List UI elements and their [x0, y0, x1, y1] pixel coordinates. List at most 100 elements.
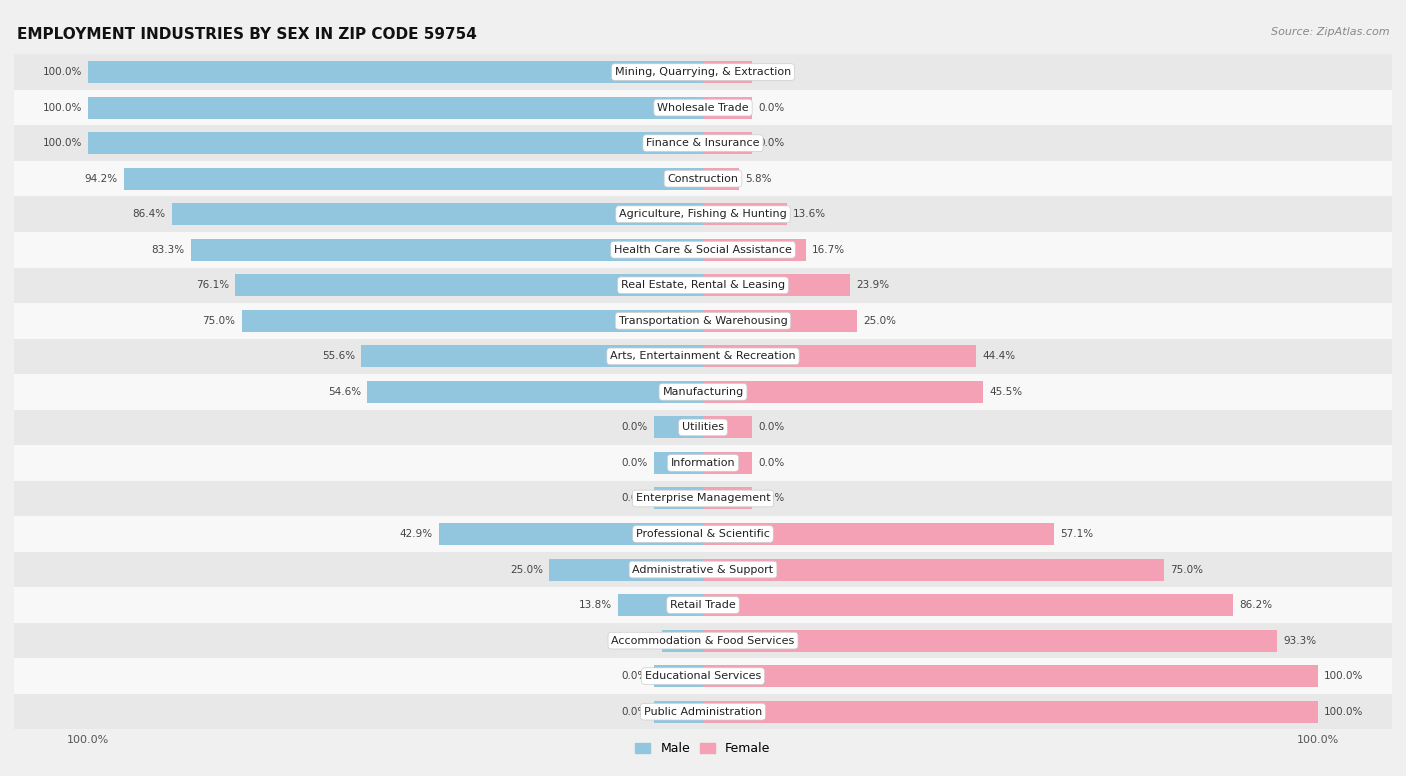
Bar [191, 239, 703, 261]
Text: Mining, Quarrying, & Extraction: Mining, Quarrying, & Extraction [614, 67, 792, 77]
Text: 5.8%: 5.8% [745, 174, 772, 184]
Text: Construction: Construction [668, 174, 738, 184]
Bar [14, 374, 1392, 410]
Legend: Male, Female: Male, Female [630, 737, 776, 760]
Text: Retail Trade: Retail Trade [671, 600, 735, 610]
Text: 100.0%: 100.0% [42, 138, 82, 148]
Text: 25.0%: 25.0% [863, 316, 896, 326]
Text: 76.1%: 76.1% [195, 280, 229, 290]
Text: Source: ZipAtlas.com: Source: ZipAtlas.com [1271, 27, 1389, 37]
Text: Transportation & Warehousing: Transportation & Warehousing [619, 316, 787, 326]
Text: 94.2%: 94.2% [84, 174, 117, 184]
Bar [703, 310, 856, 332]
Text: 93.3%: 93.3% [1284, 636, 1316, 646]
Bar [654, 665, 703, 688]
Text: 42.9%: 42.9% [399, 529, 433, 539]
Bar [14, 623, 1392, 658]
Bar [703, 452, 752, 474]
Text: 75.0%: 75.0% [202, 316, 236, 326]
Bar [14, 232, 1392, 268]
Text: 13.6%: 13.6% [793, 210, 825, 219]
Text: 57.1%: 57.1% [1060, 529, 1094, 539]
Bar [703, 665, 1319, 688]
Text: Utilities: Utilities [682, 422, 724, 432]
Text: 0.0%: 0.0% [758, 422, 785, 432]
Text: Information: Information [671, 458, 735, 468]
Bar [703, 523, 1054, 545]
Bar [703, 559, 1164, 580]
Text: 16.7%: 16.7% [811, 244, 845, 255]
Bar [14, 516, 1392, 552]
Bar [14, 552, 1392, 587]
Text: 86.4%: 86.4% [132, 210, 166, 219]
Text: 44.4%: 44.4% [983, 352, 1015, 362]
Bar [703, 417, 752, 438]
Bar [14, 338, 1392, 374]
Text: 6.7%: 6.7% [628, 636, 655, 646]
Bar [361, 345, 703, 367]
Text: Health Care & Social Assistance: Health Care & Social Assistance [614, 244, 792, 255]
Bar [703, 487, 752, 510]
Bar [703, 132, 752, 154]
Text: 0.0%: 0.0% [758, 67, 785, 77]
Bar [703, 701, 1319, 722]
Bar [14, 161, 1392, 196]
Text: Educational Services: Educational Services [645, 671, 761, 681]
Bar [703, 203, 787, 225]
Bar [14, 445, 1392, 480]
Text: Enterprise Management: Enterprise Management [636, 494, 770, 504]
Bar [14, 268, 1392, 303]
Bar [703, 239, 806, 261]
Bar [703, 274, 851, 296]
Bar [14, 410, 1392, 445]
Text: 86.2%: 86.2% [1240, 600, 1272, 610]
Bar [619, 594, 703, 616]
Text: 25.0%: 25.0% [510, 565, 543, 574]
Bar [14, 658, 1392, 694]
Bar [703, 629, 1277, 652]
Text: 100.0%: 100.0% [42, 67, 82, 77]
Text: 0.0%: 0.0% [758, 102, 785, 113]
Text: Professional & Scientific: Professional & Scientific [636, 529, 770, 539]
Text: Finance & Insurance: Finance & Insurance [647, 138, 759, 148]
Text: 0.0%: 0.0% [621, 707, 648, 717]
Text: 0.0%: 0.0% [758, 138, 785, 148]
Bar [235, 274, 703, 296]
Text: 55.6%: 55.6% [322, 352, 354, 362]
Text: Agriculture, Fishing & Hunting: Agriculture, Fishing & Hunting [619, 210, 787, 219]
Text: 75.0%: 75.0% [1170, 565, 1204, 574]
Bar [439, 523, 703, 545]
Bar [14, 126, 1392, 161]
Bar [703, 345, 976, 367]
Bar [14, 303, 1392, 338]
Bar [654, 452, 703, 474]
Text: 83.3%: 83.3% [152, 244, 184, 255]
Text: 100.0%: 100.0% [42, 102, 82, 113]
Bar [14, 196, 1392, 232]
Text: 0.0%: 0.0% [758, 458, 785, 468]
Bar [87, 132, 703, 154]
Bar [242, 310, 703, 332]
Text: EMPLOYMENT INDUSTRIES BY SEX IN ZIP CODE 59754: EMPLOYMENT INDUSTRIES BY SEX IN ZIP CODE… [17, 27, 477, 42]
Text: Arts, Entertainment & Recreation: Arts, Entertainment & Recreation [610, 352, 796, 362]
Text: Administrative & Support: Administrative & Support [633, 565, 773, 574]
Bar [654, 701, 703, 722]
Bar [703, 381, 983, 403]
Bar [87, 96, 703, 119]
Bar [703, 61, 752, 83]
Bar [367, 381, 703, 403]
Bar [87, 61, 703, 83]
Bar [703, 594, 1233, 616]
Bar [703, 96, 752, 119]
Text: Public Administration: Public Administration [644, 707, 762, 717]
Bar [14, 587, 1392, 623]
Bar [172, 203, 703, 225]
Bar [654, 487, 703, 510]
Text: 54.6%: 54.6% [328, 387, 361, 397]
Bar [124, 168, 703, 189]
Text: Real Estate, Rental & Leasing: Real Estate, Rental & Leasing [621, 280, 785, 290]
Text: 0.0%: 0.0% [758, 494, 785, 504]
Text: Accommodation & Food Services: Accommodation & Food Services [612, 636, 794, 646]
Bar [14, 480, 1392, 516]
Text: 13.8%: 13.8% [579, 600, 612, 610]
